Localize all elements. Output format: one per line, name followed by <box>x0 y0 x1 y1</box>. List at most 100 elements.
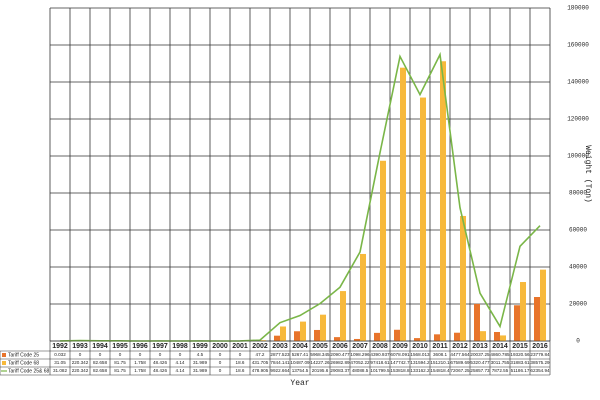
y-tick-label: 160000 <box>567 42 589 49</box>
bar <box>420 97 426 342</box>
table-cell: 51186.17 <box>511 368 530 373</box>
table-cell: 0 <box>219 360 222 365</box>
year-label: 2010 <box>412 343 428 350</box>
year-label: 1996 <box>132 343 148 350</box>
year-label: 2004 <box>292 343 308 350</box>
year-label: 1999 <box>192 343 208 350</box>
table-cell: 7844.141 <box>270 360 290 365</box>
table-cell: 18.6 <box>236 368 245 373</box>
table-cell: 82.658 <box>93 360 107 365</box>
table-cell: 5320.477 <box>470 360 490 365</box>
y-tick-label: 100000 <box>567 153 589 160</box>
bar <box>340 291 346 341</box>
year-label: 2002 <box>252 343 268 350</box>
bar <box>360 253 366 341</box>
table-cell: 3608.1 <box>433 352 447 357</box>
bar <box>514 305 520 341</box>
table-cell: 72067.25 <box>450 368 470 373</box>
y-tick-label: 0 <box>576 338 580 345</box>
year-label: 2014 <box>492 343 508 350</box>
year-label: 2006 <box>332 343 348 350</box>
bar <box>300 321 306 341</box>
table-cell: 20195.6 <box>312 368 329 373</box>
table-cell: 4.5 <box>197 352 204 357</box>
table-cell: 10487.09 <box>290 360 310 365</box>
legend-label: Tariff Code 68 <box>8 360 39 366</box>
y-tick-label: 120000 <box>567 116 589 123</box>
table-cell: 431.705 <box>252 360 269 365</box>
table-cell: 3011.755 <box>491 360 510 365</box>
table-cell: 147742.7 <box>390 360 410 365</box>
bar <box>314 329 320 341</box>
table-cell: 0 <box>219 352 222 357</box>
table-cell: 0 <box>219 368 222 373</box>
bar <box>434 334 440 341</box>
table-cell: 25857.73 <box>470 368 490 373</box>
table-cell: 19320.56 <box>510 352 530 357</box>
table-cell: 0 <box>79 352 82 357</box>
table-cell: 0 <box>119 352 122 357</box>
table-cell: 0 <box>239 352 242 357</box>
table-cell: 4477.564 <box>450 352 470 357</box>
bar <box>480 331 486 341</box>
table-cell: 4.14 <box>176 368 185 373</box>
line <box>59 51 541 342</box>
bar <box>260 340 266 341</box>
bar <box>494 332 500 341</box>
table-cell: 31.989 <box>193 360 207 365</box>
table-cell: 48.426 <box>153 368 167 373</box>
table-cell: 220.342 <box>72 368 89 373</box>
legend-label: Tariff Code 25 <box>8 352 39 358</box>
table-cell: 5267.41 <box>292 352 309 357</box>
table-cell: 2877.523 <box>270 352 290 357</box>
table-cell: 31.05 <box>54 360 66 365</box>
year-label: 2011 <box>432 343 447 350</box>
table-cell: 31883.61 <box>510 360 530 365</box>
table-cell: 48.426 <box>153 360 167 365</box>
year-label: 1992 <box>52 343 68 350</box>
legend-swatch <box>2 353 6 357</box>
table-cell: 81.75 <box>114 360 126 365</box>
y-tick-label: 40000 <box>569 264 587 271</box>
table-cell: 4860.785 <box>490 352 510 357</box>
year-label: 2015 <box>512 343 528 350</box>
table-cell: 0 <box>99 352 102 357</box>
year-label: 2001 <box>232 343 248 350</box>
y-axis-title: Weight (Ton) <box>583 145 592 203</box>
bar <box>460 215 466 341</box>
year-label: 2005 <box>312 343 328 350</box>
table-cell: 1098.296 <box>350 352 370 357</box>
table-cell: 18.6 <box>236 360 245 365</box>
table-cell: 131594.2 <box>410 360 430 365</box>
table-cell: 29083.37 <box>330 368 350 373</box>
table-cell: 5968.345 <box>310 352 330 357</box>
y-tick-label: 20000 <box>569 301 587 308</box>
bar <box>320 314 326 341</box>
table-cell: 0 <box>179 352 182 357</box>
bar <box>394 329 400 341</box>
table-cell: 1568.013 <box>410 352 430 357</box>
bar <box>500 335 506 341</box>
table-cell: 4.14 <box>176 360 185 365</box>
table-cell: 31.989 <box>193 368 207 373</box>
table-cell: 23779.84 <box>530 352 550 357</box>
table-cell: 31.082 <box>53 368 67 373</box>
year-label: 2008 <box>372 343 388 350</box>
bar <box>400 67 406 342</box>
year-label: 1998 <box>172 343 188 350</box>
bar <box>534 297 540 341</box>
bar <box>454 332 460 341</box>
y-tick-label: 180000 <box>567 5 589 12</box>
table-cell: 7872.55 <box>492 368 509 373</box>
table-cell: 0.032 <box>54 352 66 357</box>
table-cell: 101799.5 <box>370 368 390 373</box>
table-cell: 151210.1 <box>430 360 450 365</box>
bar <box>380 160 386 341</box>
table-cell: 133162.2 <box>410 368 430 373</box>
table-cell: 9922.664 <box>270 368 290 373</box>
table-cell: 4390.937 <box>370 352 390 357</box>
year-label: 2009 <box>392 343 408 350</box>
table-cell: 47052.22 <box>350 360 370 365</box>
bar <box>414 338 420 341</box>
